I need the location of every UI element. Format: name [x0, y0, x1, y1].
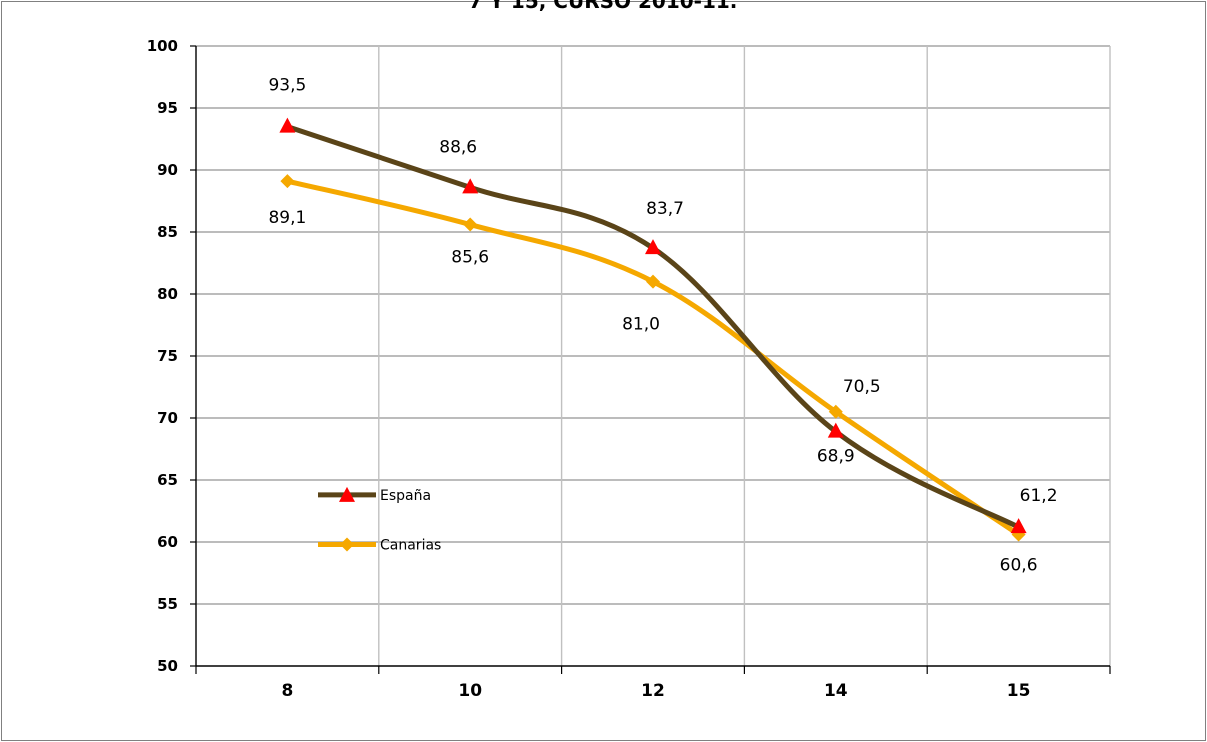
x-tick-label: 12 [641, 681, 665, 701]
axes: 50 55 60 65 70 75 80 85 90 95 100 8 10 12 14 15 [147, 37, 1111, 701]
data-label: 83,7 [646, 199, 684, 219]
data-label: 61,2 [1020, 486, 1058, 506]
x-tick-label: 15 [1007, 681, 1031, 701]
y-tick-label: 75 [157, 347, 178, 365]
legend-label: España [380, 488, 431, 504]
legend-label: Canarias [380, 537, 441, 553]
legend-marker [340, 537, 354, 552]
y-tick-label: 90 [157, 161, 178, 179]
chart-title: 7 Y 15, CURSO 2010-11. [469, 0, 738, 13]
data-labels: 93,5 88,6 83,7 68,9 61,2 89,1 85,6 81,0 70,5 60,6 [268, 76, 1057, 576]
data-point [462, 178, 479, 194]
data-point [828, 404, 843, 419]
y-tick-label: 60 [157, 533, 178, 551]
y-tick-label: 50 [157, 657, 178, 675]
grid [196, 45, 1111, 666]
data-point [827, 422, 844, 438]
data-point [463, 217, 478, 232]
data-label: 93,5 [268, 76, 306, 96]
y-tick-label: 55 [157, 595, 178, 613]
x-tick-label: 14 [824, 681, 848, 701]
data-label: 85,6 [451, 248, 489, 268]
data-label: 81,0 [622, 315, 660, 335]
legend: España Canarias [318, 486, 441, 553]
data-label: 89,1 [268, 208, 306, 228]
y-tick-label: 65 [157, 471, 178, 489]
data-label: 68,9 [817, 447, 855, 467]
y-tick-label: 80 [157, 285, 178, 303]
data-point [1010, 518, 1027, 534]
x-tick-label: 10 [458, 681, 482, 701]
data-point [280, 174, 295, 189]
data-point [646, 274, 660, 289]
x-tick-label: 8 [281, 681, 293, 701]
data-label: 70,5 [843, 377, 881, 397]
data-label: 60,6 [1000, 556, 1038, 576]
series-layer [279, 117, 1027, 542]
y-tick-label: 100 [147, 37, 178, 55]
series-line-canarias [284, 178, 1022, 538]
data-point [279, 117, 296, 133]
y-tick-label: 85 [157, 223, 178, 241]
y-tick-label: 95 [157, 99, 178, 117]
data-point [645, 239, 661, 255]
y-tick-label: 70 [157, 409, 178, 427]
data-label: 88,6 [439, 137, 477, 157]
legend-marker [339, 486, 355, 502]
